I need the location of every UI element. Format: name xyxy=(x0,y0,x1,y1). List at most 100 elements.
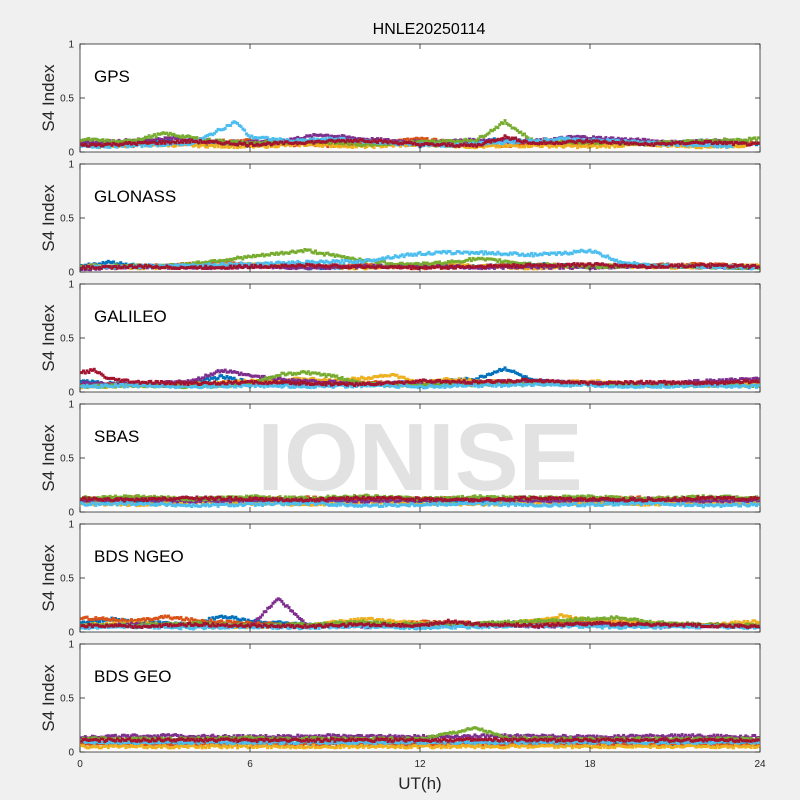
data-point xyxy=(331,139,335,143)
data-point xyxy=(248,145,252,148)
y-axis-label: S4 Index xyxy=(39,64,58,132)
data-point xyxy=(393,140,397,144)
data-point xyxy=(211,133,215,137)
data-point xyxy=(459,139,463,143)
data-point xyxy=(434,139,438,143)
data-point xyxy=(243,141,247,145)
data-point xyxy=(128,141,132,144)
data-point xyxy=(530,251,534,255)
data-point xyxy=(296,142,300,146)
data-point xyxy=(328,136,332,140)
data-point xyxy=(353,138,356,142)
data-point xyxy=(211,140,215,143)
data-point xyxy=(326,142,330,146)
data-point xyxy=(508,124,512,128)
data-point xyxy=(744,144,748,147)
data-point xyxy=(227,146,231,149)
data-point xyxy=(181,134,185,138)
data-point xyxy=(198,138,202,142)
data-point xyxy=(131,145,135,149)
data-point xyxy=(140,138,144,141)
data-point xyxy=(245,143,248,147)
data-point xyxy=(384,141,388,145)
data-point xyxy=(726,144,730,148)
data-point xyxy=(515,144,519,148)
data-point xyxy=(351,138,355,142)
data-point xyxy=(574,144,578,147)
data-point xyxy=(225,140,229,144)
data-point xyxy=(576,137,580,141)
data-point xyxy=(482,145,486,149)
data-point xyxy=(742,138,746,142)
data-point xyxy=(613,145,617,149)
data-point xyxy=(478,138,482,142)
data-point xyxy=(317,133,321,137)
data-point xyxy=(156,137,160,140)
data-point xyxy=(406,141,410,144)
data-point xyxy=(330,140,333,144)
data-point xyxy=(430,139,434,143)
data-point xyxy=(149,144,153,148)
data-point xyxy=(756,136,760,140)
data-point xyxy=(92,144,96,148)
data-point xyxy=(560,144,564,148)
data-point xyxy=(234,139,238,143)
data-point xyxy=(99,144,103,148)
data-point xyxy=(204,138,208,142)
data-point xyxy=(200,140,204,144)
data-point xyxy=(335,137,339,141)
data-point xyxy=(90,140,94,144)
data-point xyxy=(83,138,87,142)
data-point xyxy=(220,145,224,149)
data-point xyxy=(434,141,438,145)
data-point xyxy=(554,137,558,141)
data-point xyxy=(188,135,192,138)
data-point xyxy=(453,140,457,144)
data-point xyxy=(151,142,155,146)
data-point xyxy=(291,137,294,141)
data-point xyxy=(693,143,696,147)
data-point xyxy=(126,138,130,142)
data-point xyxy=(476,137,480,141)
data-point xyxy=(512,143,516,147)
data-point xyxy=(255,142,259,146)
data-point xyxy=(381,145,385,149)
data-point xyxy=(445,139,449,143)
data-point xyxy=(108,145,112,149)
data-point xyxy=(556,143,560,147)
data-point xyxy=(163,139,167,143)
data-point xyxy=(275,137,279,141)
data-point xyxy=(517,141,521,144)
data-point xyxy=(397,139,401,143)
data-point xyxy=(370,143,374,147)
data-point xyxy=(577,144,581,148)
data-point xyxy=(257,141,261,145)
data-point xyxy=(496,144,500,148)
data-point xyxy=(374,138,378,141)
data-point xyxy=(512,126,516,130)
data-point xyxy=(214,143,218,147)
data-point xyxy=(179,141,183,145)
data-point xyxy=(220,139,224,143)
data-point xyxy=(321,134,325,138)
data-point xyxy=(730,145,734,149)
data-point xyxy=(496,126,500,130)
data-point xyxy=(618,141,622,144)
data-point xyxy=(218,128,222,132)
data-point xyxy=(423,139,427,143)
data-point xyxy=(129,145,133,148)
data-point xyxy=(333,138,337,141)
data-point xyxy=(404,138,408,141)
data-point xyxy=(321,143,325,146)
data-point xyxy=(278,140,282,144)
data-point xyxy=(239,139,243,143)
data-point xyxy=(145,136,149,140)
data-point xyxy=(213,140,217,144)
data-point xyxy=(144,140,147,144)
data-point xyxy=(191,136,195,140)
data-point xyxy=(500,144,503,148)
data-point xyxy=(324,140,328,144)
data-point xyxy=(211,144,215,147)
